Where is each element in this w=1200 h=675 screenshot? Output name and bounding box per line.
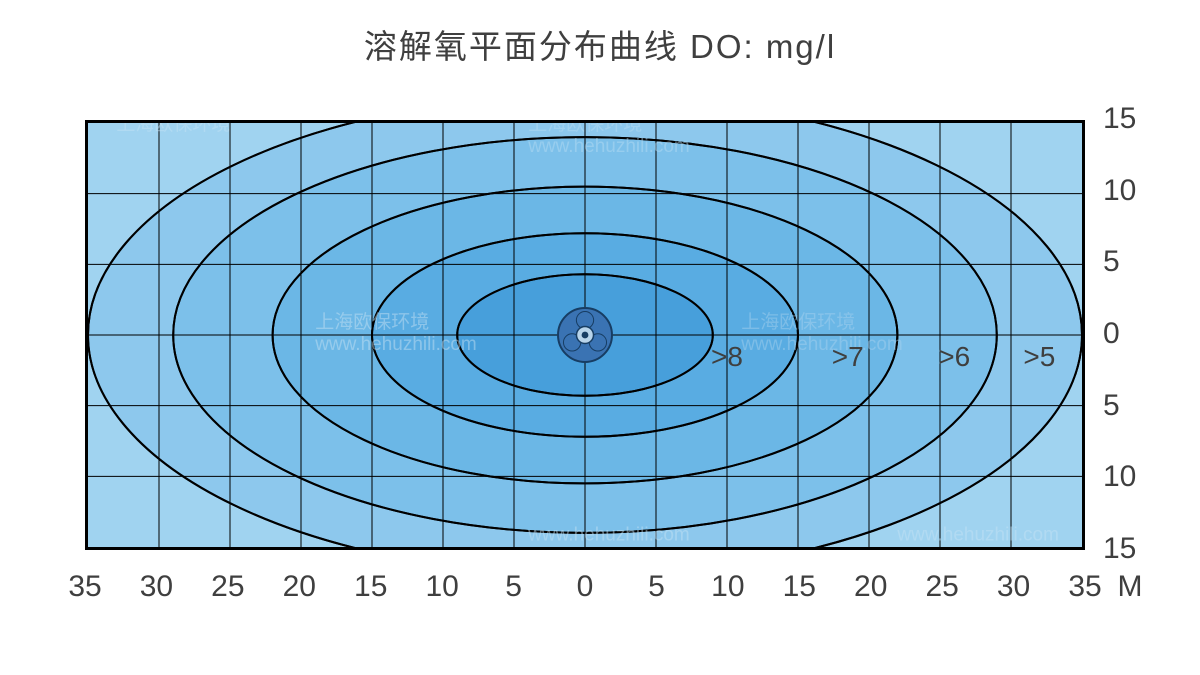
contour-svg: 上海欧保环境www.hehuzhili.com上海欧保环境www.hehuzhi… — [88, 123, 1082, 547]
zone-label-3: >5 — [1023, 341, 1055, 372]
watermark: 上海欧保环境 — [116, 123, 230, 135]
y-tick-label: 10 — [1103, 174, 1136, 208]
zone-label-2: >6 — [938, 341, 970, 372]
x-tick-label: 10 — [711, 570, 744, 604]
plot-area: 上海欧保环境www.hehuzhili.com上海欧保环境www.hehuzhi… — [85, 120, 1085, 550]
watermark: 上海欧保环境 — [315, 311, 429, 333]
x-tick-label: 35 — [68, 570, 101, 604]
x-tick-label: 20 — [283, 570, 316, 604]
watermark: www.hehuzhili.com — [527, 136, 690, 157]
y-tick-label: 5 — [1103, 389, 1120, 423]
x-tick-label: 30 — [997, 570, 1030, 604]
x-tick-label: 25 — [925, 570, 958, 604]
x-tick-label: 5 — [648, 570, 665, 604]
x-tick-label: 15 — [783, 570, 816, 604]
x-tick-label: 0 — [577, 570, 594, 604]
x-tick-label: 10 — [425, 570, 458, 604]
x-tick-label: 30 — [140, 570, 173, 604]
watermark: www.hehuzhili.com — [896, 525, 1059, 546]
x-axis-unit: M — [1118, 570, 1143, 604]
y-tick-label: 10 — [1103, 460, 1136, 494]
zone-label-1: >7 — [832, 341, 864, 372]
watermark: www.hehuzhili.com — [527, 525, 690, 546]
x-tick-label: 20 — [854, 570, 887, 604]
zone-label-0: >8 — [711, 341, 743, 372]
y-tick-label: 5 — [1103, 245, 1120, 279]
chart-title: 溶解氧平面分布曲线 DO: mg/l — [0, 20, 1200, 68]
x-tick-label: 5 — [505, 570, 522, 604]
watermark: www.hehuzhili.com — [740, 334, 903, 355]
watermark: www.hehuzhili.com — [314, 334, 477, 355]
watermark: 上海欧保环境 — [528, 123, 642, 135]
aerator-dot — [582, 332, 589, 339]
watermark: 上海欧保环境 — [741, 311, 855, 333]
x-tick-label: 15 — [354, 570, 387, 604]
y-tick-label: 15 — [1103, 102, 1136, 136]
y-tick-label: 0 — [1103, 317, 1120, 351]
y-tick-label: 15 — [1103, 532, 1136, 566]
chart-figure: 溶解氧平面分布曲线 DO: mg/l 上海欧保环境www.hehuzhili.c… — [0, 0, 1200, 675]
x-tick-label: 35 — [1068, 570, 1101, 604]
x-tick-label: 25 — [211, 570, 244, 604]
